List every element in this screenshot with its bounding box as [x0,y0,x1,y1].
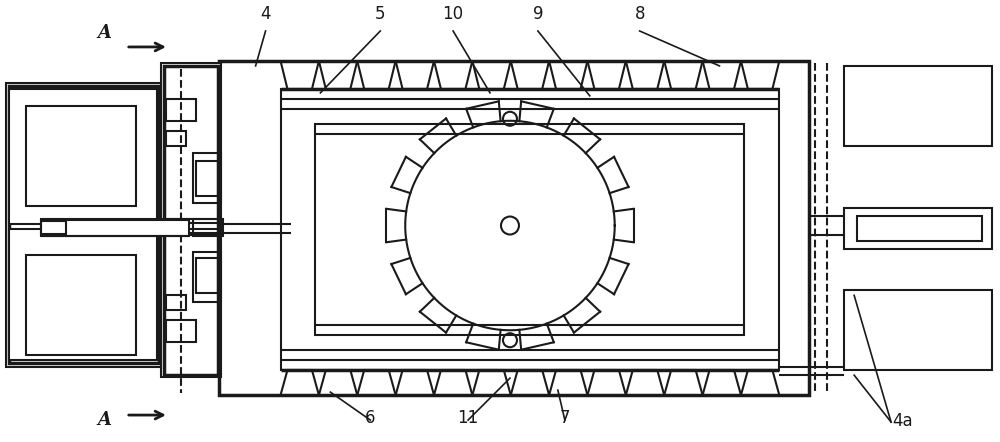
Bar [196,259,218,293]
Bar [9,89,157,224]
Text: 4: 4 [260,5,271,23]
Bar [844,208,992,249]
Bar [857,216,982,241]
Text: A: A [97,411,111,429]
Bar [193,218,223,236]
Text: 5: 5 [375,5,386,23]
Bar [166,99,196,121]
Text: 9: 9 [533,5,543,23]
Bar [219,61,809,395]
Bar [41,218,189,236]
Bar [193,152,221,202]
Bar [844,290,992,370]
Bar [844,66,992,146]
Bar [26,106,136,206]
Bar [9,229,157,360]
Bar [9,86,159,363]
Text: 10: 10 [443,5,464,23]
Bar [26,255,136,355]
Text: 6: 6 [365,409,376,427]
Bar [166,320,196,342]
Text: 4a: 4a [892,412,913,430]
Bar [161,63,221,377]
Text: 11: 11 [457,409,479,427]
Bar [41,221,66,235]
Bar [196,161,218,196]
Text: 7: 7 [560,409,570,427]
Bar [164,66,218,375]
Bar [281,89,779,370]
Bar [6,83,161,367]
Bar [166,295,186,310]
Bar [166,131,186,146]
Bar [193,252,221,302]
Text: A: A [97,24,111,42]
Text: 8: 8 [634,5,645,23]
Bar [315,124,744,335]
